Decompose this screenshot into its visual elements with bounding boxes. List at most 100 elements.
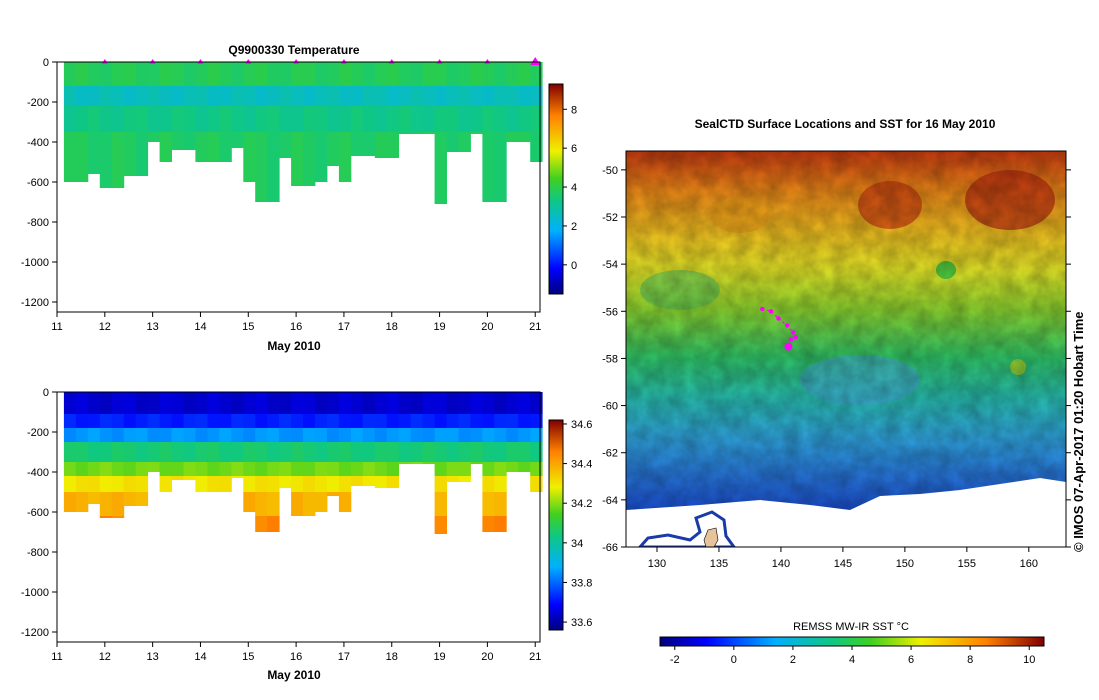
section-cell [87,414,101,428]
sst-colorbar-tick-label: -2 [670,654,680,666]
section-cell [279,476,292,488]
section-cell [231,392,244,414]
section-cell [482,442,495,462]
section-cell [482,414,495,428]
section-cell [99,392,113,414]
section-cell [434,442,447,462]
profile-marker [388,59,395,64]
section-cell [195,462,208,476]
section-cell [279,428,292,442]
section-cell [243,132,256,182]
section-cell [506,428,519,442]
lat-tick-label: -64 [602,495,618,507]
colorbar-tick-label: 34.2 [571,498,592,510]
section-cell [303,476,316,492]
section-cell [291,428,304,442]
seal-location [788,337,793,342]
seal-location [791,330,796,335]
section-cell [147,428,160,442]
section-cell [470,442,483,462]
section-cell [410,86,423,106]
section-cell [207,106,220,132]
section-cell [183,476,196,480]
lon-tick-label: 145 [834,558,852,570]
section-cell [374,86,388,106]
section-cell [530,86,543,106]
section-cell [279,132,292,158]
section-cell [327,106,340,132]
section-cell [446,462,459,476]
section-cell [327,442,340,462]
y-tick-label: 0 [43,57,49,69]
seal-location [768,309,774,314]
colorbar-tick-label: 34.4 [571,459,592,471]
section-cell [494,132,507,202]
section-cell [75,414,89,428]
section-cell [327,414,340,428]
section-cell [219,132,232,162]
salinity-colorbar-ticks: 33.6 33.8 34 34.2 34.4 34.6 [563,419,592,629]
section-cell [63,62,77,86]
section-cell [243,492,256,512]
seal-location [760,306,765,312]
lat-tick-label: -66 [602,542,618,554]
temperature-panel-title: Q9900330 Temperature [228,43,360,57]
section-cell [362,428,376,442]
x-tick-label: 20 [481,651,493,663]
section-cell [327,392,340,414]
section-cell [458,442,471,462]
section-cell [482,476,495,492]
section-cell [219,392,232,414]
section-cell [434,392,447,414]
section-cell [518,62,531,86]
section-cell [374,62,388,86]
section-cell [374,476,388,488]
section-cell [482,106,495,132]
section-cell [386,476,400,488]
section-cell [482,492,495,516]
section-cell [374,428,388,442]
section-cell [315,106,328,132]
y-tick-label: -600 [27,177,49,189]
section-cell [243,414,256,428]
section-cell [99,132,113,188]
section-cell [374,132,388,158]
section-cell [327,62,340,86]
salinity-section-panel: 0 -200 -400 -600 -800 -1000 -1200 11 12 13 14 15 16… [21,387,593,682]
profile-marker [340,59,347,64]
section-cell [446,428,459,442]
section-cell [195,86,208,106]
section-cell [482,62,495,86]
section-cell [87,86,101,106]
section-cell [458,476,471,482]
x-tick-label: 19 [433,651,445,663]
section-cell [458,428,471,442]
section-cell [123,132,137,176]
section-cell [362,86,376,106]
section-cell [362,106,376,132]
section-cell [386,132,400,158]
section-cell [350,86,364,106]
salinity-plot-frame [56,391,541,643]
section-cell [207,86,220,106]
section-cell [111,414,125,428]
section-cell [315,428,328,442]
section-cell [183,428,196,442]
x-tick-label: 17 [338,651,350,663]
section-cell [470,462,483,464]
sst-field [626,151,1066,547]
section-cell [183,392,196,414]
section-cell [123,62,137,86]
section-cell [410,428,423,442]
section-cell [494,492,507,516]
section-cell [315,492,328,512]
section-cell [494,106,507,132]
section-cell [350,392,364,414]
section-cell [422,414,435,428]
colorbar-tick-label: 34 [571,538,583,550]
section-cell [518,86,531,106]
section-cell [87,476,101,492]
section-cell [111,86,125,106]
section-cell [434,106,447,132]
sst-map-panel: SealCTD Surface Locations and SST for 16… [602,117,1086,666]
